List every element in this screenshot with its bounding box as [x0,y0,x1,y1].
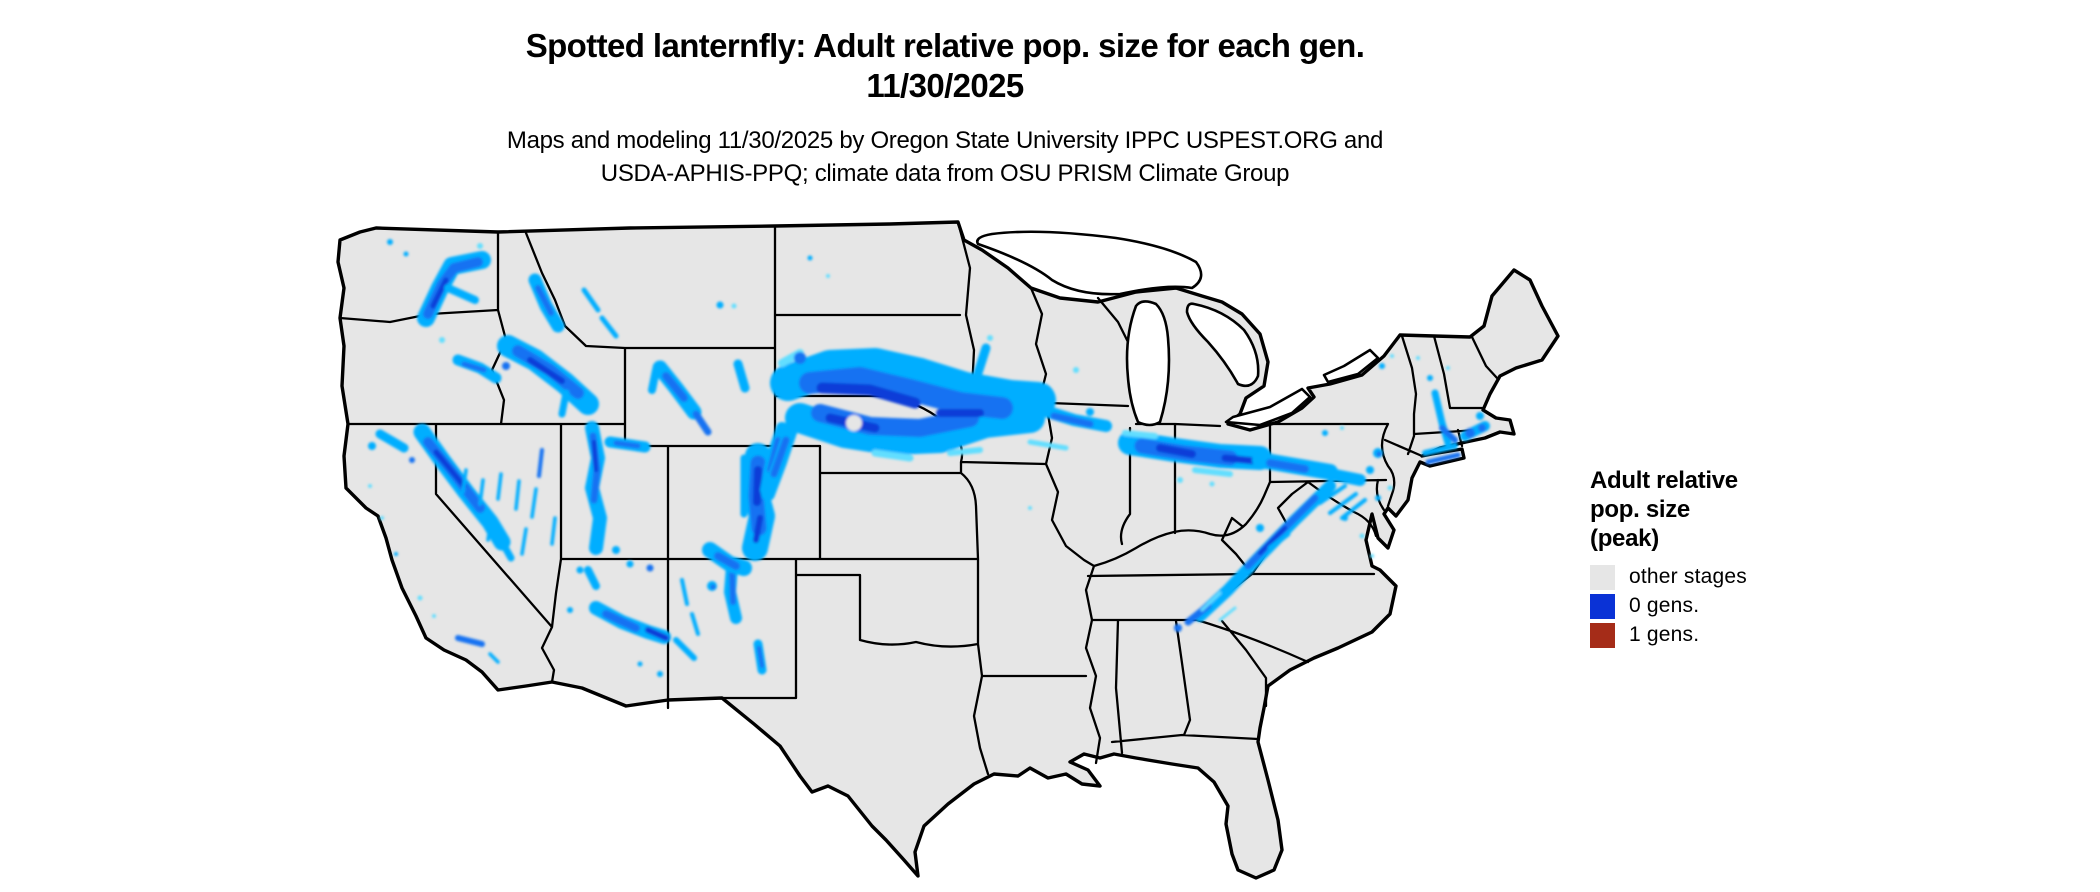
lake-ontario [1322,348,1380,384]
legend: Adult relative pop. size (peak) other st… [1590,466,1890,650]
overlay-northern-rockies [497,287,750,436]
legend-swatch-1-gens [1590,622,1615,648]
overlay-sierra-nevada-great-basin [368,423,557,664]
us-land-outline [336,220,1560,880]
us-map [336,220,1560,880]
subtitle-line1: Maps and modeling 11/30/2025 by Oregon S… [506,127,1384,154]
legend-item-other-stages: other stages [1590,563,1890,591]
overlay-iowa-illinois [1027,367,1112,510]
overlay-indiana-ohio-band [1118,430,1338,487]
legend-items: other stages 0 gens. 1 gens. [1590,563,1890,649]
legend-swatch-0-gens [1590,593,1615,619]
overlay-pennsylvania [1318,426,1393,520]
lake-superior [976,230,1203,296]
title-block: Spotted lanternfly: Adult relative pop. … [345,0,1545,190]
legend-label-other-stages: other stages [1629,565,1747,588]
subtitle-line2: USDA-APHIS-PPQ; climate data from OSU PR… [600,160,1290,187]
map-container [330,218,1565,888]
legend-item-0-gens: 0 gens. [1590,592,1890,620]
lake-erie [1224,387,1312,427]
overlay-appalachians [1174,480,1374,632]
legend-label-0-gens: 0 gens. [1629,594,1700,617]
overlay-pacific-northwest [387,239,565,384]
lake-huron [1185,302,1260,388]
legend-label-1-gens: 1 gens. [1629,623,1700,646]
page-title-line1: Spotted lanternfly: Adult relative pop. … [525,27,1365,64]
overlay-new-england [1379,354,1490,465]
page-title-line2: 11/30/2025 [866,67,1024,104]
legend-title-line1: Adult relative [1590,467,1738,494]
lake-michigan [1125,300,1171,427]
overlay-utah [576,421,654,574]
legend-title-line3: (peak) [1590,525,1659,552]
zero-gen-overlay [368,239,1490,677]
overlay-plains-band [761,255,1056,501]
legend-swatch-other-stages [1590,564,1615,590]
overlay-arizona-new-mexico [567,560,767,677]
great-lakes [976,230,1380,427]
legend-item-1-gens: 1 gens. [1590,621,1890,649]
legend-title-line2: pop. size [1590,496,1690,523]
